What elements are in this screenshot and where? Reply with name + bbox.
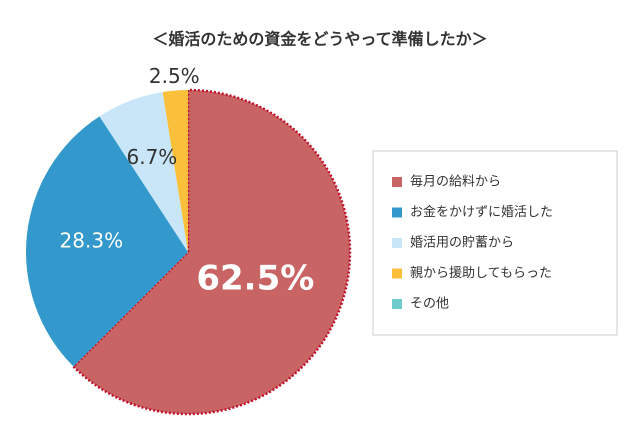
legend-label: 毎月の給料から: [410, 174, 501, 190]
pie-slice: [71, 88, 352, 416]
pie-slice: [162, 90, 188, 252]
legend-swatch: [392, 238, 402, 248]
legend-swatch: [392, 207, 402, 218]
data-label: 2.5%: [149, 64, 200, 88]
legend-swatch: [392, 268, 402, 279]
legend-label: 親から援助してもらった: [410, 266, 552, 281]
data-label: 6.7%: [127, 145, 178, 169]
legend-label: お金をかけずに婚活した: [410, 204, 553, 220]
legend-label: その他: [410, 297, 449, 312]
data-label: 28.3%: [60, 228, 124, 252]
pie-slice: [26, 116, 189, 367]
legend-label: 婚活用の貯蓄から: [410, 236, 514, 251]
legend-swatch: [392, 177, 402, 187]
legend-swatch: [392, 299, 402, 309]
chart-title: ＜婚活のための資金をどうやって準備したか＞: [152, 30, 487, 49]
data-label: 62.5%: [196, 258, 314, 298]
pie-slice: [99, 91, 188, 252]
legend-box: [372, 150, 618, 336]
